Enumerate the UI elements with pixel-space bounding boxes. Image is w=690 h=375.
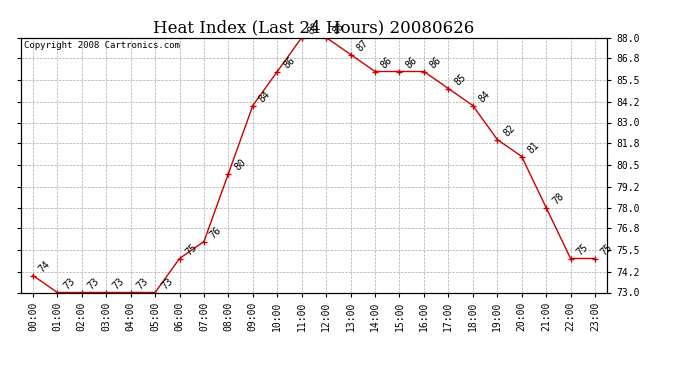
Text: 88: 88 (331, 21, 346, 36)
Text: 82: 82 (502, 123, 517, 138)
Text: 75: 75 (575, 242, 590, 257)
Text: 87: 87 (355, 38, 370, 53)
Title: Heat Index (Last 24 Hours) 20080626: Heat Index (Last 24 Hours) 20080626 (153, 19, 475, 36)
Text: Copyright 2008 Cartronics.com: Copyright 2008 Cartronics.com (23, 41, 179, 50)
Text: 84: 84 (257, 89, 273, 104)
Text: 84: 84 (477, 89, 493, 104)
Text: 73: 73 (61, 276, 77, 291)
Text: 81: 81 (526, 140, 541, 155)
Text: 86: 86 (428, 55, 444, 70)
Text: 74: 74 (37, 259, 52, 274)
Text: 88: 88 (306, 21, 322, 36)
Text: 73: 73 (159, 276, 175, 291)
Text: 76: 76 (208, 225, 224, 240)
Text: 78: 78 (550, 191, 566, 206)
Text: 86: 86 (380, 55, 395, 70)
Text: 73: 73 (135, 276, 150, 291)
Text: 73: 73 (86, 276, 101, 291)
Text: 86: 86 (282, 55, 297, 70)
Text: 85: 85 (453, 72, 468, 87)
Text: 86: 86 (404, 55, 419, 70)
Text: 73: 73 (110, 276, 126, 291)
Text: 75: 75 (184, 242, 199, 257)
Text: 75: 75 (599, 242, 615, 257)
Text: 80: 80 (233, 157, 248, 172)
